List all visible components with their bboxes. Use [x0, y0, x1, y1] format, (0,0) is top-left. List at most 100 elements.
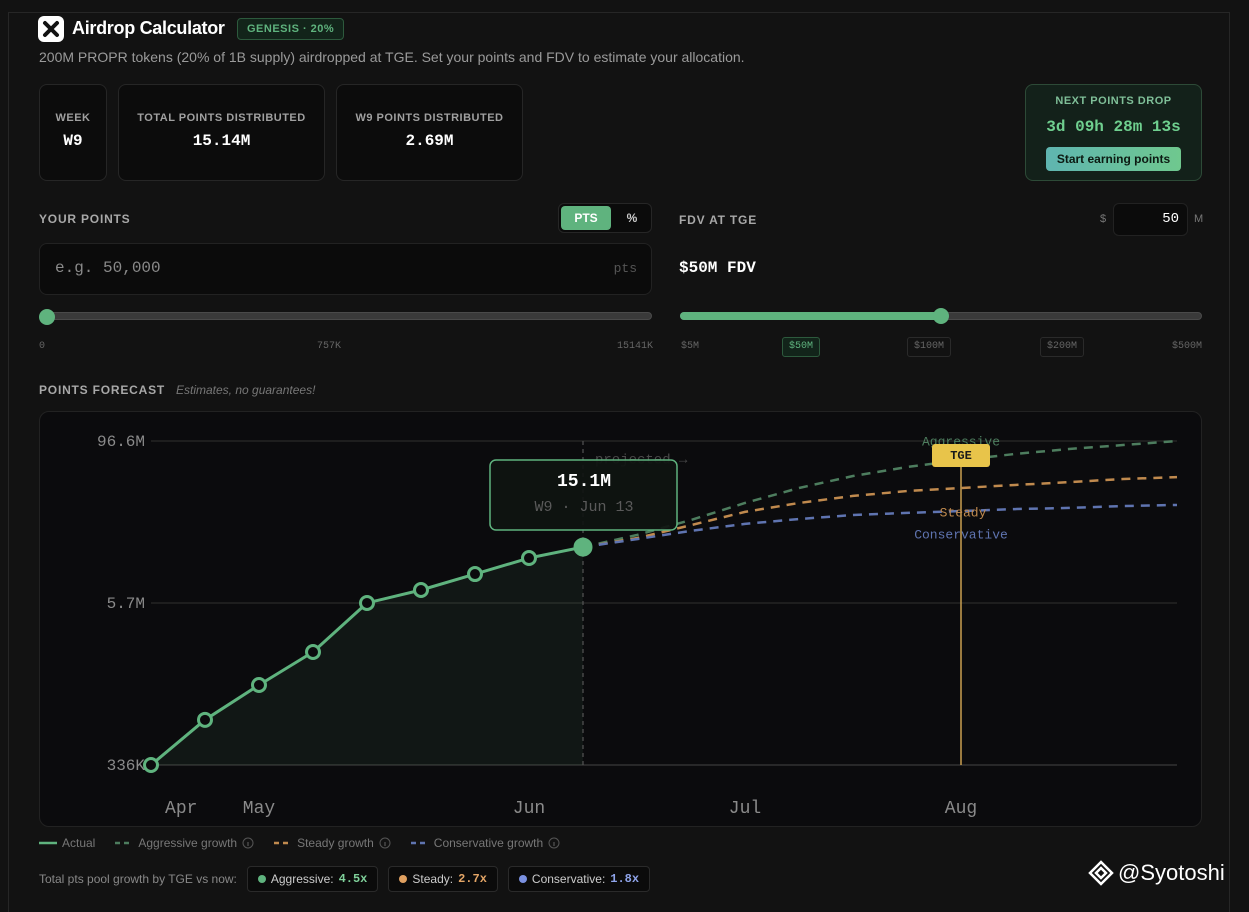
fdv-preset[interactable]: $200M: [1040, 337, 1085, 357]
projection-line: [582, 439, 1178, 549]
x-tick-label: Apr: [165, 799, 197, 819]
data-point: [521, 550, 537, 567]
data-point: [413, 582, 429, 599]
watermark: @Syotoshi: [1088, 860, 1225, 886]
data-point: [305, 644, 321, 661]
x-tick-label: May: [243, 799, 276, 819]
growth-chip: Steady: 2.7x: [388, 866, 498, 892]
slider-label: 15141K: [616, 341, 653, 352]
stat-card: TOTAL POINTS DISTRIBUTED 15.14M: [118, 84, 325, 181]
tooltip-box: [489, 459, 678, 531]
projection-line: [582, 475, 1178, 549]
fdv-preset[interactable]: $5M: [681, 341, 700, 352]
watermark-text: @Syotoshi: [1118, 860, 1225, 885]
countdown: 3d 09h 28m 13s: [1046, 118, 1181, 136]
actual-area: [151, 547, 583, 765]
tge-label: TGE: [950, 449, 972, 463]
info-icon[interactable]: [379, 837, 391, 849]
tge-badge: [932, 444, 990, 467]
legend: Actual Aggressive growth Steady growth Cons…: [39, 836, 560, 850]
legend-text: Steady growth: [297, 836, 374, 850]
legend-item: Aggressive growth: [115, 836, 254, 850]
chip-name: Steady:: [412, 872, 454, 886]
data-point: [467, 566, 483, 583]
info-icon[interactable]: [548, 837, 560, 849]
legend-item: Conservative growth: [410, 836, 560, 850]
stat-value: 2.69M: [405, 132, 454, 150]
stat-value: W9: [63, 132, 83, 150]
y-tick-label: 5.7M: [107, 595, 145, 613]
chip-value: 1.8x: [610, 872, 640, 886]
next-drop: NEXT POINTS DROP 3d 09h 28m 13s Start ea…: [1025, 84, 1202, 181]
container-frame: [8, 12, 1230, 912]
points-input[interactable]: e.g. 50,000 pts: [39, 243, 652, 295]
growth-chip: Aggressive: 4.5x: [246, 866, 379, 892]
slider-fill: [680, 312, 942, 320]
x-tick-label: Aug: [945, 799, 977, 819]
info-circle: [548, 837, 560, 849]
fdv-unit: M: [1194, 213, 1204, 225]
chip-name: Aggressive:: [270, 872, 334, 886]
x-tick-label: Jun: [513, 799, 545, 819]
legend-swatch: [410, 841, 429, 845]
summary: Total pts pool growth by TGE vs now: Agg…: [39, 866, 651, 892]
fdv-input[interactable]: 50: [1113, 203, 1188, 236]
currency: $: [1100, 213, 1107, 225]
input-unit: pts: [613, 261, 637, 276]
chip-name: Conservative:: [531, 872, 606, 886]
curve-label: Steady: [940, 505, 987, 520]
legend-swatch: [115, 841, 134, 845]
stat-label: TOTAL POINTS DISTRIBUTED: [137, 112, 306, 124]
title: Airdrop Calculator: [72, 18, 225, 38]
drop-label: NEXT POINTS DROP: [1055, 95, 1172, 107]
fdv-preset[interactable]: $100M: [907, 337, 952, 357]
fdv-preset[interactable]: $500M: [1171, 341, 1202, 352]
stat-card: WEEK W9: [39, 84, 107, 181]
fdv-preset[interactable]: $50M: [782, 337, 821, 357]
badge: GENESIS · 20%: [237, 18, 345, 40]
stat-value: 15.14M: [192, 132, 251, 150]
logo: [38, 16, 64, 42]
toggle-percent[interactable]: %: [626, 211, 638, 225]
slider-label: 757K: [316, 341, 342, 352]
tooltip-value: 15.1M: [557, 472, 611, 492]
slider-label: 0: [39, 341, 46, 352]
placeholder: e.g. 50,000: [55, 259, 161, 277]
curve-label: Conservative: [914, 527, 1008, 542]
watermark-icon: [1088, 860, 1114, 886]
y-tick-label: 336K: [107, 757, 146, 775]
toggle-pts[interactable]: PTS: [561, 206, 611, 230]
info-icon[interactable]: [242, 837, 254, 849]
x-tick-label: Jul: [729, 799, 761, 819]
stat-label: W9 POINTS DISTRIBUTED: [355, 112, 504, 124]
points-slider[interactable]: [40, 312, 652, 320]
info-circle: [242, 837, 254, 849]
projection-line: [582, 503, 1178, 549]
legend-text: Aggressive growth: [138, 836, 238, 850]
data-point: [143, 757, 159, 773]
earn-button[interactable]: Start earning points: [1046, 147, 1181, 171]
data-point: [359, 594, 375, 611]
chip-dot: [257, 875, 266, 883]
slider-knob[interactable]: [39, 309, 55, 325]
summary-label: Total pts pool growth by TGE vs now:: [39, 872, 237, 886]
chip-value: 2.7x: [458, 872, 487, 886]
forecast-title: POINTS FORECAST: [39, 383, 166, 397]
points-label: YOUR POINTS: [39, 212, 131, 226]
slider-knob[interactable]: [933, 308, 949, 324]
stat-label: WEEK: [55, 112, 91, 124]
y-tick-label: 96.6M: [97, 433, 145, 451]
tooltip-caption: W9 · Jun 13: [534, 499, 633, 516]
data-point: [197, 711, 213, 728]
fdv-display: $50M FDV: [679, 259, 756, 277]
fdv-label: FDV AT TGE: [679, 213, 757, 227]
chip-value: 4.5x: [338, 872, 368, 886]
subtitle: 200M PROPR tokens (20% of 1B supply) air…: [39, 49, 745, 65]
legend-item: Actual: [39, 836, 95, 850]
data-point: [251, 676, 267, 693]
legend-swatch: [39, 841, 57, 845]
